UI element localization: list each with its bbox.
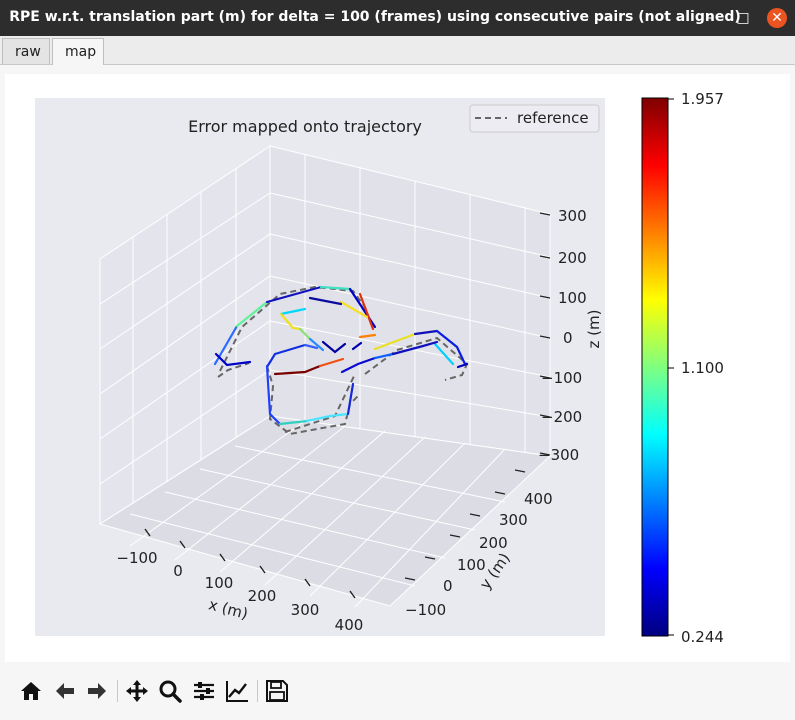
back-button[interactable] (52, 678, 78, 704)
window-title: RPE w.r.t. translation part (m) for delt… (9, 9, 741, 25)
colorbar-mid-label: 1.100 (681, 359, 724, 377)
edit-axes-icon (226, 681, 248, 702)
x-tick-label: 400 (335, 616, 364, 634)
home-icon (21, 682, 41, 700)
window-titlebar: RPE w.r.t. translation part (m) for delt… (0, 0, 795, 36)
save-button[interactable] (264, 678, 290, 704)
colorbar-gradient (641, 97, 669, 637)
x-tick-label: −100 (116, 549, 157, 567)
y-tick-label: 300 (499, 511, 528, 529)
x-tick-label: 0 (173, 562, 183, 580)
edit-axes-button[interactable] (224, 678, 250, 704)
y-tick-label: 400 (524, 490, 553, 508)
minimize-button[interactable]: – (706, 10, 714, 26)
home-button[interactable] (18, 678, 44, 704)
y-tick-label: −100 (405, 601, 446, 619)
zoom-icon (159, 680, 182, 703)
z-tick-label: −200 (541, 408, 582, 426)
plot-figure[interactable]: Error mapped onto trajectory reference −… (5, 74, 790, 662)
z-axis-label: z (m) (585, 310, 603, 349)
z-tick-labels: 300 200 100 0 −100 −200 −300 (538, 207, 587, 464)
close-button[interactable]: ✕ (767, 8, 787, 28)
configure-icon (194, 682, 214, 700)
legend-reference-label: reference (517, 109, 589, 127)
z-tick-label: 300 (558, 207, 587, 225)
configure-subplots-button[interactable] (191, 678, 217, 704)
grid-lines (99, 154, 551, 608)
z-tick-label: 200 (558, 249, 587, 267)
save-icon (266, 680, 288, 702)
y-tick-label: 100 (457, 556, 486, 574)
z-tick-label: 100 (558, 289, 587, 307)
x-tick-label: 100 (205, 574, 234, 592)
z-tick-label: −100 (541, 369, 582, 387)
plot-title: Error mapped onto trajectory (188, 117, 422, 136)
x-tick-label: 300 (291, 601, 320, 619)
tab-raw[interactable]: raw (2, 38, 50, 64)
pan-icon (126, 680, 148, 702)
zoom-button[interactable] (157, 678, 183, 704)
y-tick-label: 200 (479, 534, 508, 552)
x-tick-label: 200 (248, 587, 277, 605)
y-tick-labels: −100 0 100 200 300 400 (405, 490, 553, 619)
colorbar-min-label: 0.244 (681, 628, 724, 646)
error-trajectory (213, 285, 469, 426)
legend: reference (469, 104, 600, 133)
toolbar-separator (257, 680, 258, 702)
z-tick-label: 0 (563, 329, 573, 347)
forward-icon (88, 683, 106, 699)
z-tick-label: −300 (538, 446, 579, 464)
maximize-button[interactable]: □ (736, 10, 750, 26)
forward-button[interactable] (84, 678, 110, 704)
tick-marks (144, 212, 551, 599)
y-tick-label: 0 (443, 577, 453, 595)
x-tick-labels: −100 0 100 200 300 400 (116, 549, 363, 634)
plot-canvas[interactable]: Error mapped onto trajectory reference −… (5, 74, 790, 662)
colorbar: 1.957 1.100 0.244 (641, 90, 724, 646)
toolbar-separator (117, 680, 118, 702)
navigation-toolbar (0, 668, 795, 714)
pan-button[interactable] (124, 678, 150, 704)
tab-map[interactable]: map (52, 38, 104, 65)
colorbar-max-label: 1.957 (681, 90, 724, 108)
back-icon (56, 683, 74, 699)
tab-bar: raw map (0, 36, 795, 65)
